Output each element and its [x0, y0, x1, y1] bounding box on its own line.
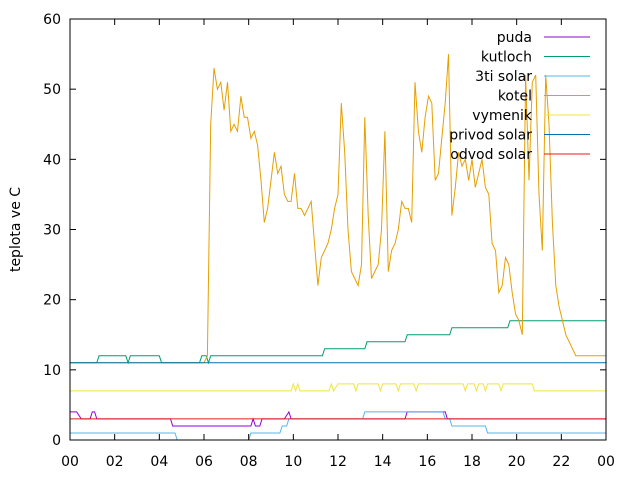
x-tick-label: 06 [195, 454, 213, 470]
series-line-kutloch [70, 320, 606, 365]
y-tick-label: 40 [43, 152, 61, 168]
x-tick-label: 08 [240, 454, 258, 470]
y-tick-label: 10 [43, 363, 61, 379]
y-tick-label: 50 [43, 82, 61, 98]
x-tick-label: 00 [597, 454, 615, 470]
x-tick-label: 10 [284, 454, 302, 470]
x-tick-label: 00 [61, 454, 79, 470]
series-line-vymenik [70, 382, 606, 393]
y-tick-label: 0 [52, 433, 61, 449]
legend-label-vymenik: vymenik [472, 108, 533, 124]
legend-label-3ti-solar: 3ti solar [475, 69, 532, 85]
x-tick-label: 04 [150, 454, 168, 470]
x-tick-label: 20 [508, 454, 526, 470]
x-tick-label: 12 [329, 454, 347, 470]
legend-label-odvod-solar: odvod solar [450, 147, 532, 163]
legend-label-kutloch: kutloch [481, 50, 532, 66]
y-axis-label: teplota ve C [8, 187, 24, 272]
x-tick-label: 16 [418, 454, 436, 470]
series-line-puda [70, 410, 606, 427]
x-tick-label: 18 [463, 454, 481, 470]
y-tick-label: 60 [43, 12, 61, 28]
x-tick-label: 22 [552, 454, 570, 470]
x-tick-label: 14 [374, 454, 392, 470]
legend-label-privod-solar: privod solar [449, 128, 532, 144]
series-line-kotel [70, 54, 606, 364]
legend-label-puda: puda [497, 30, 532, 46]
y-tick-label: 30 [43, 223, 61, 239]
legend: puda kutloch 3ti solar kotel vymenik privod s… [449, 30, 590, 163]
y-tick-label: 20 [43, 293, 61, 309]
legend-label-kotel: kotel [498, 89, 532, 105]
x-tick-label: 02 [106, 454, 124, 470]
